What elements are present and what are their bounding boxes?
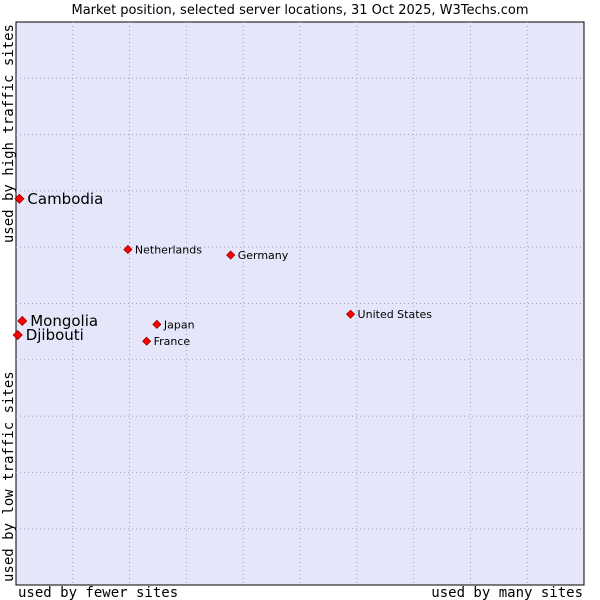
point-label-netherlands: Netherlands: [135, 243, 202, 256]
y-axis-label-low-traffic: used by low traffic sites: [1, 371, 17, 582]
data-point-united-states: United States: [345, 308, 433, 321]
point-marker-djibouti: [12, 329, 23, 341]
data-point-netherlands: Netherlands: [123, 243, 202, 256]
x-axis-label-fewer-sites: used by fewer sites: [18, 585, 178, 600]
data-point-japan: Japan: [152, 318, 195, 331]
point-marker-cambodia: [14, 193, 25, 204]
data-point-cambodia: Cambodia: [14, 190, 103, 208]
point-label-united-states: United States: [358, 308, 433, 321]
point-marker-germany: [226, 250, 236, 260]
data-point-france: France: [142, 335, 191, 348]
point-label-djibouti: Djibouti: [26, 326, 84, 344]
data-point-djibouti: Djibouti: [12, 326, 84, 344]
point-label-mongolia: Mongolia: [30, 312, 98, 330]
chart-title: Market position, selected server locatio…: [71, 3, 528, 18]
point-label-france: France: [154, 335, 191, 348]
x-axis-label-many-sites: used by many sites: [431, 585, 583, 600]
data-point-germany: Germany: [226, 249, 289, 262]
data-point-mongolia: Mongolia: [17, 312, 98, 330]
point-marker-france: [142, 336, 152, 346]
y-axis-label-high-traffic: used by high traffic sites: [1, 24, 17, 243]
point-label-japan: Japan: [163, 318, 195, 331]
point-marker-united-states: [345, 309, 356, 319]
point-label-cambodia: Cambodia: [27, 190, 103, 208]
point-marker-netherlands: [123, 244, 133, 255]
point-label-germany: Germany: [238, 249, 289, 262]
point-marker-japan: [152, 319, 162, 329]
grid-lines: [16, 22, 584, 585]
data-points: Cambodia Netherlands Germany Mongolia Japan U…: [12, 190, 433, 348]
point-marker-mongolia: [17, 315, 28, 327]
